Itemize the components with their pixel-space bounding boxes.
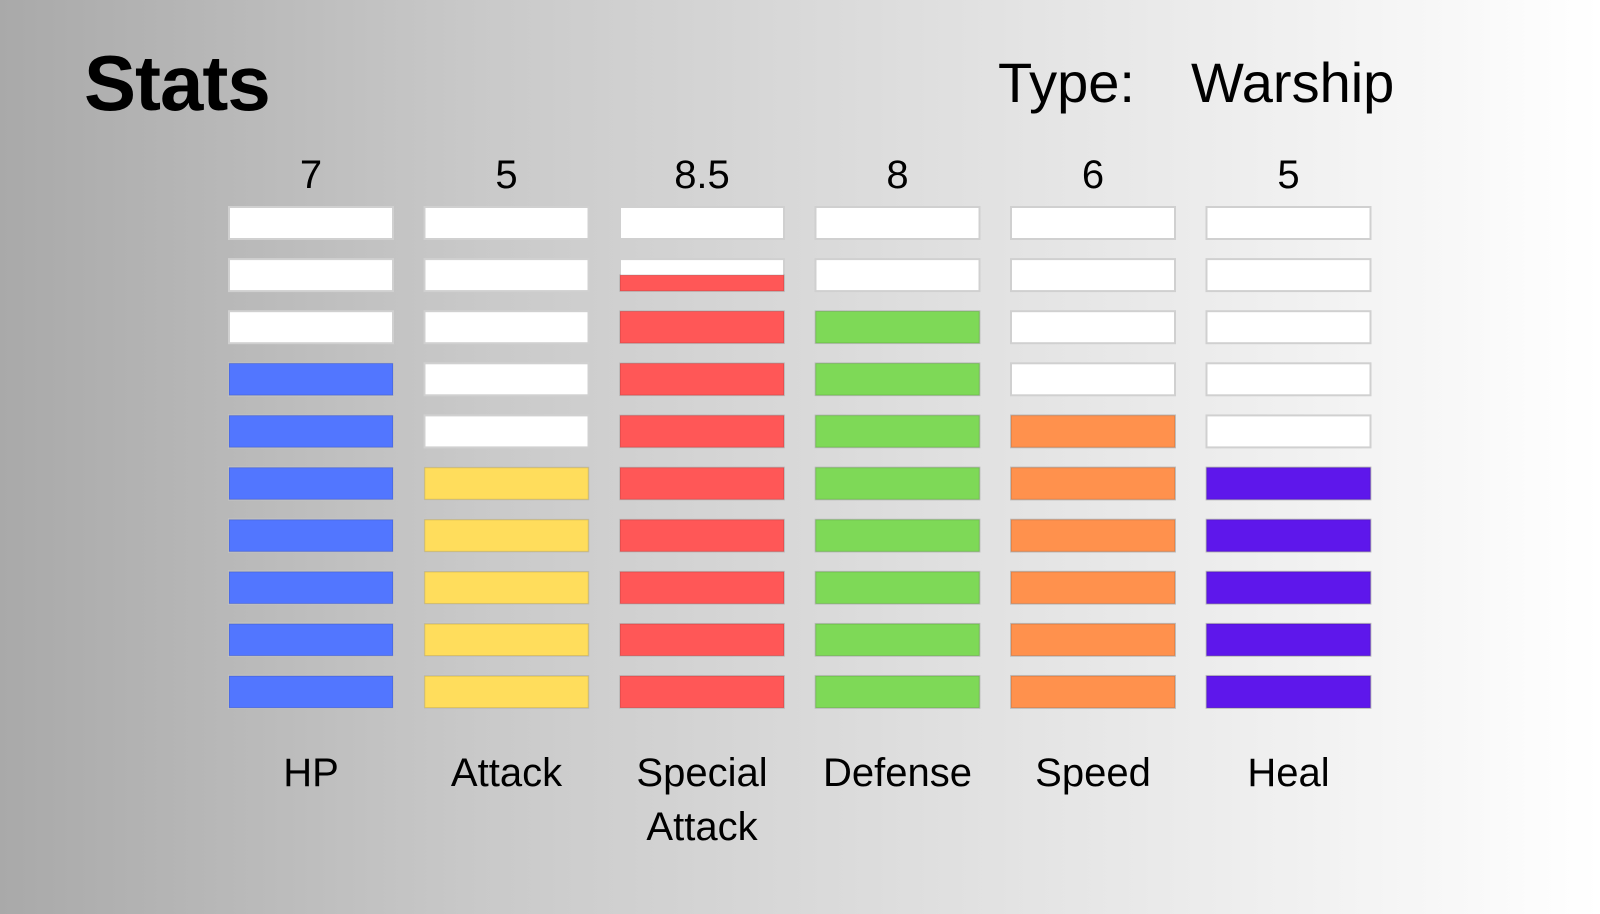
- stat-segment-fill-attack-2: [423, 623, 590, 657]
- stat-segment-fill-speed-4: [1010, 518, 1176, 553]
- stat-segment-defense-10: [814, 206, 981, 240]
- stat-segment-fill-attack-5: [423, 466, 590, 501]
- stat-segment-fill-defense-2: [814, 623, 981, 657]
- stat-segment-fill-hp-5: [228, 466, 394, 501]
- stat-label-defense: Defense: [823, 751, 972, 795]
- stat-segment-fill-defense-3: [814, 570, 981, 605]
- stat-segment-special-attack-10: [619, 206, 785, 240]
- stat-segment-fill-heal-1: [1205, 675, 1372, 709]
- stat-segment-fill-attack-1: [423, 675, 590, 709]
- stat-value-attack: 5: [495, 153, 517, 197]
- stat-segment-heal-8: [1205, 310, 1372, 345]
- stat-segment-fill-defense-5: [814, 466, 981, 501]
- stat-segment-hp-10: [228, 206, 394, 240]
- stat-segment-heal-7: [1205, 362, 1372, 397]
- stat-segment-fill-attack-3: [423, 570, 590, 605]
- stat-segment-heal-6: [1205, 414, 1372, 449]
- stat-segment-fill-hp-3: [228, 570, 394, 605]
- stat-segment-speed-9: [1010, 258, 1176, 293]
- stat-segment-fill-speed-1: [1010, 675, 1176, 709]
- stat-segment-fill-defense-4: [814, 518, 981, 553]
- stat-segment-fill-speed-6: [1010, 414, 1176, 449]
- stat-segment-fill-special-attack-5: [619, 466, 785, 501]
- stat-segment-fill-special-attack-8: [619, 310, 785, 344]
- stat-segment-heal-10: [1205, 206, 1372, 240]
- stat-segment-speed-7: [1010, 362, 1176, 397]
- stat-segment-attack-10: [423, 206, 590, 240]
- stat-label-attack: Attack: [451, 751, 563, 795]
- stat-segment-fill-hp-2: [228, 623, 394, 657]
- stat-value-heal: 5: [1277, 153, 1299, 197]
- stat-segment-fill-special-attack-4: [619, 518, 785, 553]
- stat-segment-attack-7: [423, 362, 590, 397]
- stat-segment-fill-hp-7: [228, 362, 394, 397]
- stat-value-hp: 7: [300, 153, 322, 197]
- type-label: Type:: [998, 51, 1135, 114]
- stat-segment-fill-hp-4: [228, 518, 394, 553]
- stat-segment-fill-speed-2: [1010, 623, 1176, 657]
- stat-segment-fill-defense-8: [814, 310, 981, 344]
- stat-segment-fill-defense-1: [814, 675, 981, 709]
- page-title: Stats: [84, 39, 271, 127]
- stat-label-heal: Heal: [1247, 751, 1329, 795]
- stat-segment-fill-special-attack-2: [619, 623, 785, 657]
- stat-segment-defense-9: [814, 258, 981, 293]
- stat-segment-hp-9: [228, 258, 394, 293]
- stat-value-special-attack: 8.5: [674, 153, 730, 197]
- stat-segment-fill-speed-5: [1010, 466, 1176, 501]
- stat-segment-fill-heal-2: [1205, 623, 1372, 657]
- stat-segment-fill-defense-6: [814, 414, 981, 449]
- stat-segment-fill-special-attack-7: [619, 362, 785, 397]
- stat-segment-fill-special-attack-1: [619, 675, 785, 709]
- stat-label-special-attack: Special Attack: [636, 751, 767, 849]
- stat-segment-fill-heal-4: [1205, 518, 1372, 553]
- stat-segment-fill-special-attack-6: [619, 414, 785, 449]
- type-value: Warship: [1191, 51, 1395, 114]
- stat-value-speed: 6: [1082, 153, 1104, 197]
- stat-label-hp: HP: [283, 751, 339, 795]
- stat-segment-fill-special-attack-9: [619, 274, 785, 292]
- stat-segment-fill-attack-4: [423, 518, 590, 553]
- stat-segment-hp-8: [228, 310, 394, 345]
- stat-segment-attack-6: [423, 414, 590, 449]
- stat-segment-fill-hp-1: [228, 675, 394, 709]
- stat-segment-fill-special-attack-3: [619, 570, 785, 605]
- stat-segment-fill-speed-3: [1010, 570, 1176, 605]
- stat-segment-fill-defense-7: [814, 362, 981, 397]
- stat-segment-fill-hp-6: [228, 414, 394, 449]
- stat-segment-attack-9: [423, 258, 590, 293]
- stat-segment-speed-10: [1010, 206, 1176, 240]
- stat-segment-speed-8: [1010, 310, 1176, 345]
- stat-label-speed: Speed: [1035, 751, 1151, 795]
- stat-segment-fill-heal-3: [1205, 570, 1372, 605]
- stat-segment-heal-9: [1205, 258, 1372, 293]
- stat-segment-fill-heal-5: [1205, 466, 1372, 501]
- stat-value-defense: 8: [886, 153, 908, 197]
- stat-segment-attack-8: [423, 310, 590, 345]
